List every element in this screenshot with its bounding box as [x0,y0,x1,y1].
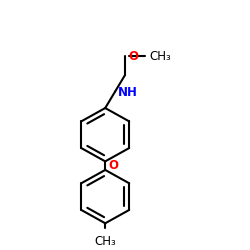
Text: O: O [128,50,138,62]
Text: NH: NH [118,86,138,99]
Text: CH₃: CH₃ [150,50,172,62]
Text: CH₃: CH₃ [94,235,116,248]
Text: O: O [108,159,118,172]
